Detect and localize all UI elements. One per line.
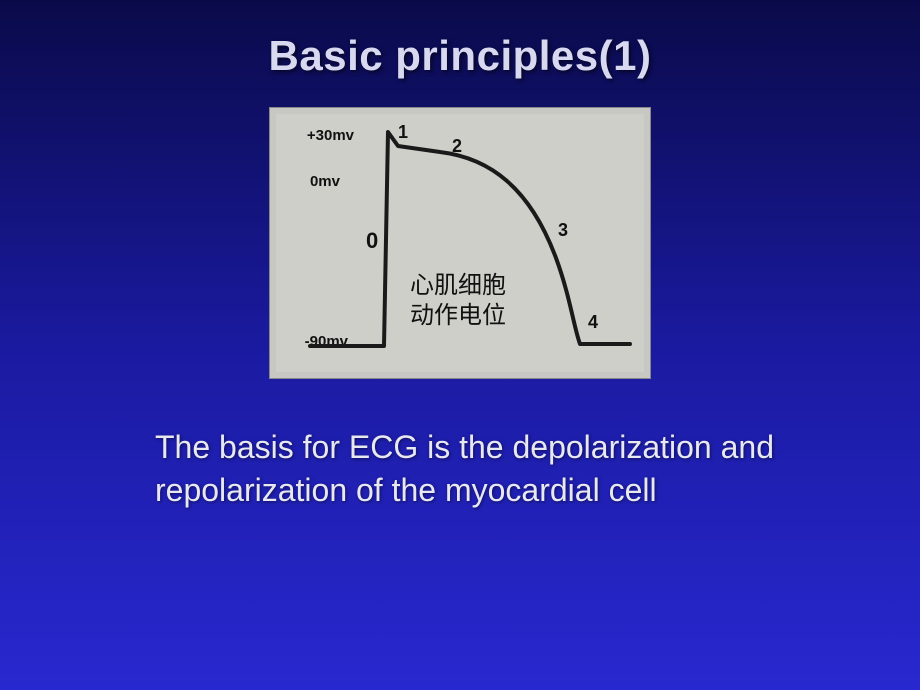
action-potential-svg: +30mv 0mv -90mv 1 2 3 0 4 心肌细胞 动作电位 [270, 108, 650, 378]
phase-label-2: 2 [452, 136, 462, 156]
phase-label-0: 0 [366, 228, 378, 253]
chart-caption-line2: 动作电位 [410, 302, 506, 329]
phase-label-1: 1 [398, 122, 408, 142]
ytick-0: +30mv [307, 127, 355, 144]
action-potential-figure: +30mv 0mv -90mv 1 2 3 0 4 心肌细胞 动作电位 [270, 108, 650, 378]
phase-label-4: 4 [588, 312, 598, 332]
slide-body-text: The basis for ECG is the depolarization … [155, 426, 820, 512]
slide-title: Basic principles(1) [0, 0, 920, 80]
phase-label-3: 3 [558, 220, 568, 240]
ytick-1: 0mv [310, 173, 341, 190]
chart-caption-line1: 心肌细胞 [410, 272, 506, 299]
